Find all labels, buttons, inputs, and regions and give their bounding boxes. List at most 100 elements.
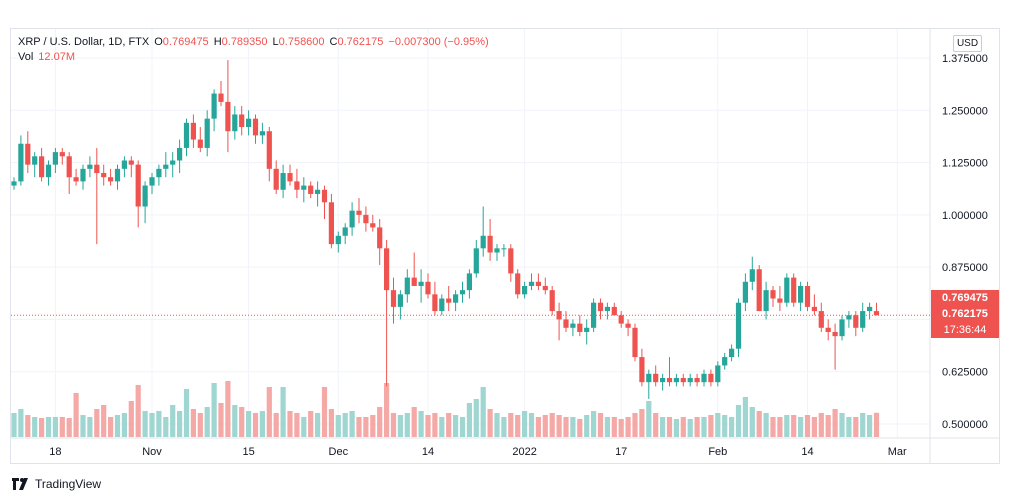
price-axis[interactable]: 1.375000 1.250000 1.125000 1.000000 0.875000… [942, 53, 988, 431]
volume-bar [114, 415, 121, 437]
volume-bar [439, 417, 445, 437]
candle-body [301, 185, 307, 190]
currency-button[interactable]: USD [953, 35, 982, 52]
symbol-label[interactable]: XRP / U.S. Dollar, 1D, FTX [18, 36, 150, 48]
time-tick-label: 15 [242, 446, 254, 458]
high-value: 0.789350 [221, 36, 268, 48]
volume-bar [749, 407, 755, 437]
candle-body [556, 311, 562, 320]
volume-bar [811, 417, 817, 437]
volume-bar [867, 415, 873, 437]
volume-bar [328, 409, 334, 437]
candle-body [418, 281, 424, 286]
volume-bar [784, 415, 790, 437]
candle-body [549, 290, 555, 312]
volume-bar [411, 407, 417, 437]
candle-body [673, 377, 679, 383]
volume-bar [266, 387, 272, 437]
volume-bar [11, 413, 17, 437]
volume-bar [252, 413, 259, 437]
candle-body [170, 160, 176, 165]
candle-body [66, 156, 72, 178]
close-price-value: 0.762175 [942, 308, 988, 320]
volume-bar [273, 413, 279, 437]
change-value: −0.007300 (−0.95%) [388, 36, 489, 48]
price-tick-label: 0.500000 [942, 419, 988, 431]
volume-label: Vol [18, 51, 34, 63]
volume-bar [860, 413, 866, 437]
volume-bar [108, 417, 114, 437]
volume-bar [190, 409, 196, 437]
candle-body [73, 177, 79, 182]
candle-body [563, 319, 569, 328]
candle-body [335, 235, 341, 245]
time-tick-label: 17 [615, 446, 627, 458]
candle-body [791, 277, 797, 303]
candle-body [522, 285, 528, 295]
candle-body [687, 377, 693, 383]
volume-bar [18, 409, 24, 437]
last-open-price-tag: 0.769475 [931, 290, 999, 306]
candle-body [211, 93, 217, 119]
candle-body [867, 306, 873, 312]
candle-body [156, 168, 162, 178]
candle-body [487, 235, 493, 253]
candle-body [246, 118, 252, 128]
volume-bar [680, 417, 686, 437]
volume-bar [839, 413, 845, 437]
price-tick-label: 1.000000 [942, 210, 988, 222]
candle-body [94, 164, 100, 174]
candle-body [811, 306, 817, 312]
candle-body [618, 315, 624, 324]
candle-body [377, 227, 383, 249]
volume-bar [301, 417, 307, 437]
candle-body [528, 281, 535, 286]
volume-bar [604, 417, 610, 437]
candle-body [625, 323, 631, 328]
candle-body [784, 277, 790, 303]
volume-bar [515, 415, 521, 437]
candle-body [108, 177, 114, 182]
open-value: 0.769475 [162, 36, 209, 48]
candle-body [508, 248, 514, 274]
volume-bar [653, 413, 659, 437]
volume-bar [535, 417, 541, 437]
candle-body [770, 290, 776, 299]
candle-body [18, 143, 24, 182]
volume-bar [618, 419, 624, 437]
candle-body [432, 294, 438, 312]
volume-bar [404, 413, 410, 437]
volume-bar [722, 415, 728, 437]
volume-bar [570, 417, 576, 437]
candle-body [639, 357, 645, 383]
candle-body [756, 269, 762, 312]
volume-bar [135, 385, 141, 437]
footer-brand[interactable]: TradingView [12, 474, 101, 494]
volume-bar [542, 415, 548, 437]
candle-body [411, 277, 417, 286]
volume-bar [384, 383, 390, 437]
candle-body [384, 248, 390, 291]
volume-bar [177, 411, 183, 437]
candle-body [715, 365, 721, 383]
candle-body [832, 331, 838, 337]
volume-bar [39, 418, 45, 437]
candle-body [177, 147, 183, 161]
volume-bar [239, 407, 245, 437]
volume-bar [370, 415, 376, 437]
volume-bar [873, 412, 880, 437]
candle-body [80, 168, 86, 182]
volume-bar [45, 417, 52, 437]
candle-body [515, 273, 521, 295]
volume-bar [321, 387, 328, 437]
time-tick-label: 14 [422, 446, 434, 458]
volume-bar [156, 411, 162, 437]
time-axis[interactable]: 18 Nov 15 Dec 14 2022 17 Feb 14 Mar [49, 446, 907, 458]
volume-bar [128, 401, 134, 437]
candle-body [135, 164, 141, 207]
candle-body [425, 281, 431, 295]
volume-bar [729, 417, 735, 437]
candle-body [204, 118, 210, 148]
candle-body [570, 323, 576, 328]
